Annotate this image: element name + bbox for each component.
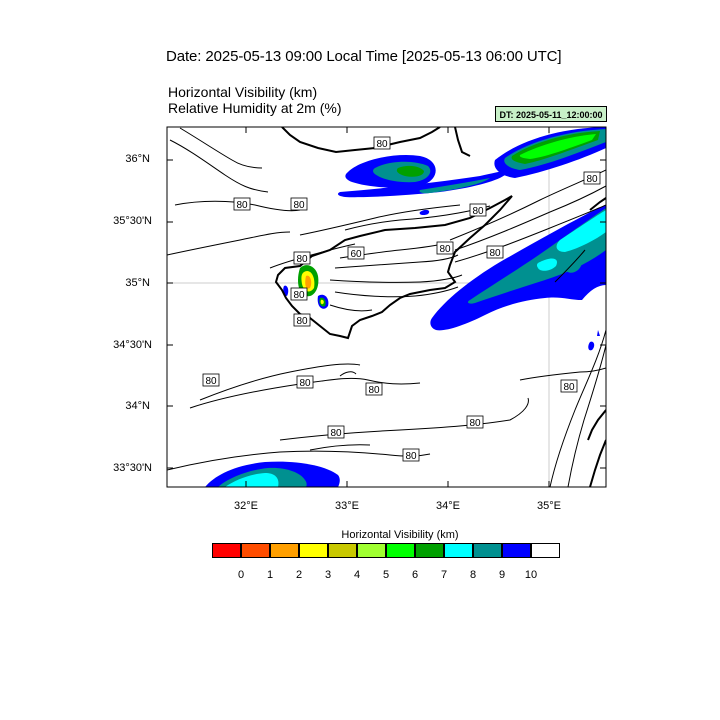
- colorbar-tick-label: 7: [440, 569, 448, 581]
- lat-label-35n: 35°N: [125, 277, 150, 289]
- contour-label: 80: [368, 385, 380, 396]
- colorbar-swatch: [299, 543, 328, 558]
- colorbar-swatch: [328, 543, 357, 558]
- visibility-area-north-east: [494, 127, 606, 178]
- contour-label: 80: [376, 139, 388, 150]
- visibility-area-north-blob: [345, 154, 436, 188]
- dt-badge: DT: 2025-05-11_12:00:00: [495, 106, 607, 122]
- contour-label: 80: [296, 316, 308, 327]
- colorbar-tick-label: 5: [382, 569, 390, 581]
- contour-label: 80: [205, 376, 217, 387]
- colorbar-tick-label: 10: [524, 569, 538, 581]
- subtitle-visibility: Horizontal Visibility (km): [168, 84, 318, 100]
- contour-label: 80: [405, 451, 417, 462]
- visibility-area-east: [430, 205, 606, 331]
- colorbar-tick-label: 2: [295, 569, 303, 581]
- contour-label: 80: [469, 418, 481, 429]
- contour-label: 80: [472, 206, 484, 217]
- colorbar-swatch: [444, 543, 473, 558]
- lat-label-34-30n: 34°30'N: [113, 339, 152, 351]
- contour-label: 80: [236, 200, 248, 211]
- lat-label-35-30n: 35°30'N: [113, 215, 152, 227]
- colorbar-swatch: [473, 543, 502, 558]
- colorbar-swatch: [241, 543, 270, 558]
- contour-label: 80: [293, 200, 305, 211]
- colorbar-tick-label: 9: [498, 569, 506, 581]
- colorbar-tick-label: 1: [266, 569, 274, 581]
- lat-label-36n: 36°N: [125, 153, 150, 165]
- contour-label: 80: [330, 428, 342, 439]
- contour-label: 80: [586, 174, 598, 185]
- subtitle-humidity: Relative Humidity at 2m (%): [168, 100, 342, 116]
- contour-label: 80: [439, 244, 451, 255]
- colorbar-tick-label: 4: [353, 569, 361, 581]
- visibility-area-south-west: [205, 461, 340, 487]
- lat-label-34n: 34°N: [125, 400, 150, 412]
- colorbar-tick-label: 6: [411, 569, 419, 581]
- colorbar-tick-label: 8: [469, 569, 477, 581]
- contour-label: 80: [563, 382, 575, 393]
- colorbar-swatch: [270, 543, 299, 558]
- contour-label-group: [202, 136, 601, 462]
- lon-label-33e: 33°E: [335, 500, 359, 512]
- colorbar-swatch: [502, 543, 531, 558]
- lon-label-32e: 32°E: [234, 500, 258, 512]
- colorbar-swatch: [531, 543, 560, 558]
- colorbar-tick-label: 3: [324, 569, 332, 581]
- lon-label-34e: 34°E: [436, 500, 460, 512]
- contour-label: 60: [350, 249, 362, 260]
- colorbar-swatch: [386, 543, 415, 558]
- colorbar-title: Horizontal Visibility (km): [341, 529, 459, 541]
- axis-ticks: [167, 127, 606, 487]
- contour-label: 80: [489, 248, 501, 259]
- contour-label: 80: [293, 290, 305, 301]
- contour-label: 80: [296, 254, 308, 265]
- lat-label-33-30n: 33°30'N: [113, 462, 152, 474]
- chart-title: Date: 2025-05-13 09:00 Local Time [2025-…: [166, 48, 562, 65]
- colorbar-swatch: [357, 543, 386, 558]
- colorbar-swatch: [415, 543, 444, 558]
- colorbar-swatch: [212, 543, 241, 558]
- colorbar-tick-label: 0: [237, 569, 245, 581]
- contour-label: 80: [299, 378, 311, 389]
- map-frame: [166, 126, 607, 488]
- visibility-area-band: [337, 171, 507, 198]
- lon-label-35e: 35°E: [537, 500, 561, 512]
- coastline: [274, 127, 606, 487]
